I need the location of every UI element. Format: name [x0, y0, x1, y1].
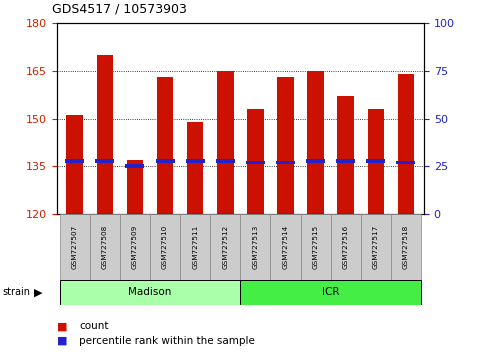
Text: ■: ■ — [57, 336, 67, 346]
Bar — [301, 214, 331, 280]
Text: ■: ■ — [57, 321, 67, 331]
Bar — [366, 159, 386, 162]
Bar — [127, 160, 143, 214]
Text: GSM727511: GSM727511 — [192, 225, 198, 269]
Bar — [210, 214, 241, 280]
Bar — [156, 159, 175, 162]
Bar — [97, 55, 113, 214]
Bar — [95, 159, 114, 162]
Bar — [150, 214, 180, 280]
Bar — [277, 77, 294, 214]
Bar — [120, 214, 150, 280]
Text: GDS4517 / 10573903: GDS4517 / 10573903 — [52, 3, 187, 16]
Bar — [60, 214, 90, 280]
Text: ▶: ▶ — [34, 287, 42, 297]
Bar — [125, 165, 144, 168]
Bar — [157, 77, 174, 214]
Bar — [90, 214, 120, 280]
Bar — [65, 159, 84, 162]
Bar — [187, 122, 204, 214]
Bar — [396, 161, 416, 165]
Bar — [331, 214, 361, 280]
Bar — [368, 109, 384, 214]
Bar — [186, 159, 205, 162]
Text: Madison: Madison — [128, 287, 172, 297]
Bar — [276, 161, 295, 165]
Bar — [216, 159, 235, 162]
Text: GSM727513: GSM727513 — [252, 225, 258, 269]
Text: GSM727517: GSM727517 — [373, 225, 379, 269]
Bar — [336, 159, 355, 162]
Bar — [306, 159, 325, 162]
Text: GSM727507: GSM727507 — [72, 225, 78, 269]
Bar — [246, 161, 265, 165]
Bar — [337, 96, 354, 214]
Bar — [271, 214, 301, 280]
Text: GSM727515: GSM727515 — [313, 225, 318, 269]
Bar — [217, 71, 234, 214]
Bar — [180, 214, 210, 280]
Bar — [361, 214, 391, 280]
Bar — [60, 280, 241, 305]
Text: strain: strain — [2, 287, 31, 297]
Bar — [241, 214, 271, 280]
Bar — [241, 280, 421, 305]
Text: GSM727509: GSM727509 — [132, 225, 138, 269]
Text: GSM727508: GSM727508 — [102, 225, 108, 269]
Text: GSM727512: GSM727512 — [222, 225, 228, 269]
Bar — [391, 214, 421, 280]
Bar — [247, 109, 264, 214]
Bar — [398, 74, 414, 214]
Text: GSM727516: GSM727516 — [343, 225, 349, 269]
Text: ICR: ICR — [322, 287, 339, 297]
Text: GSM727518: GSM727518 — [403, 225, 409, 269]
Text: count: count — [79, 321, 108, 331]
Text: percentile rank within the sample: percentile rank within the sample — [79, 336, 255, 346]
Bar — [67, 115, 83, 214]
Text: GSM727514: GSM727514 — [282, 225, 288, 269]
Text: GSM727510: GSM727510 — [162, 225, 168, 269]
Bar — [307, 71, 324, 214]
